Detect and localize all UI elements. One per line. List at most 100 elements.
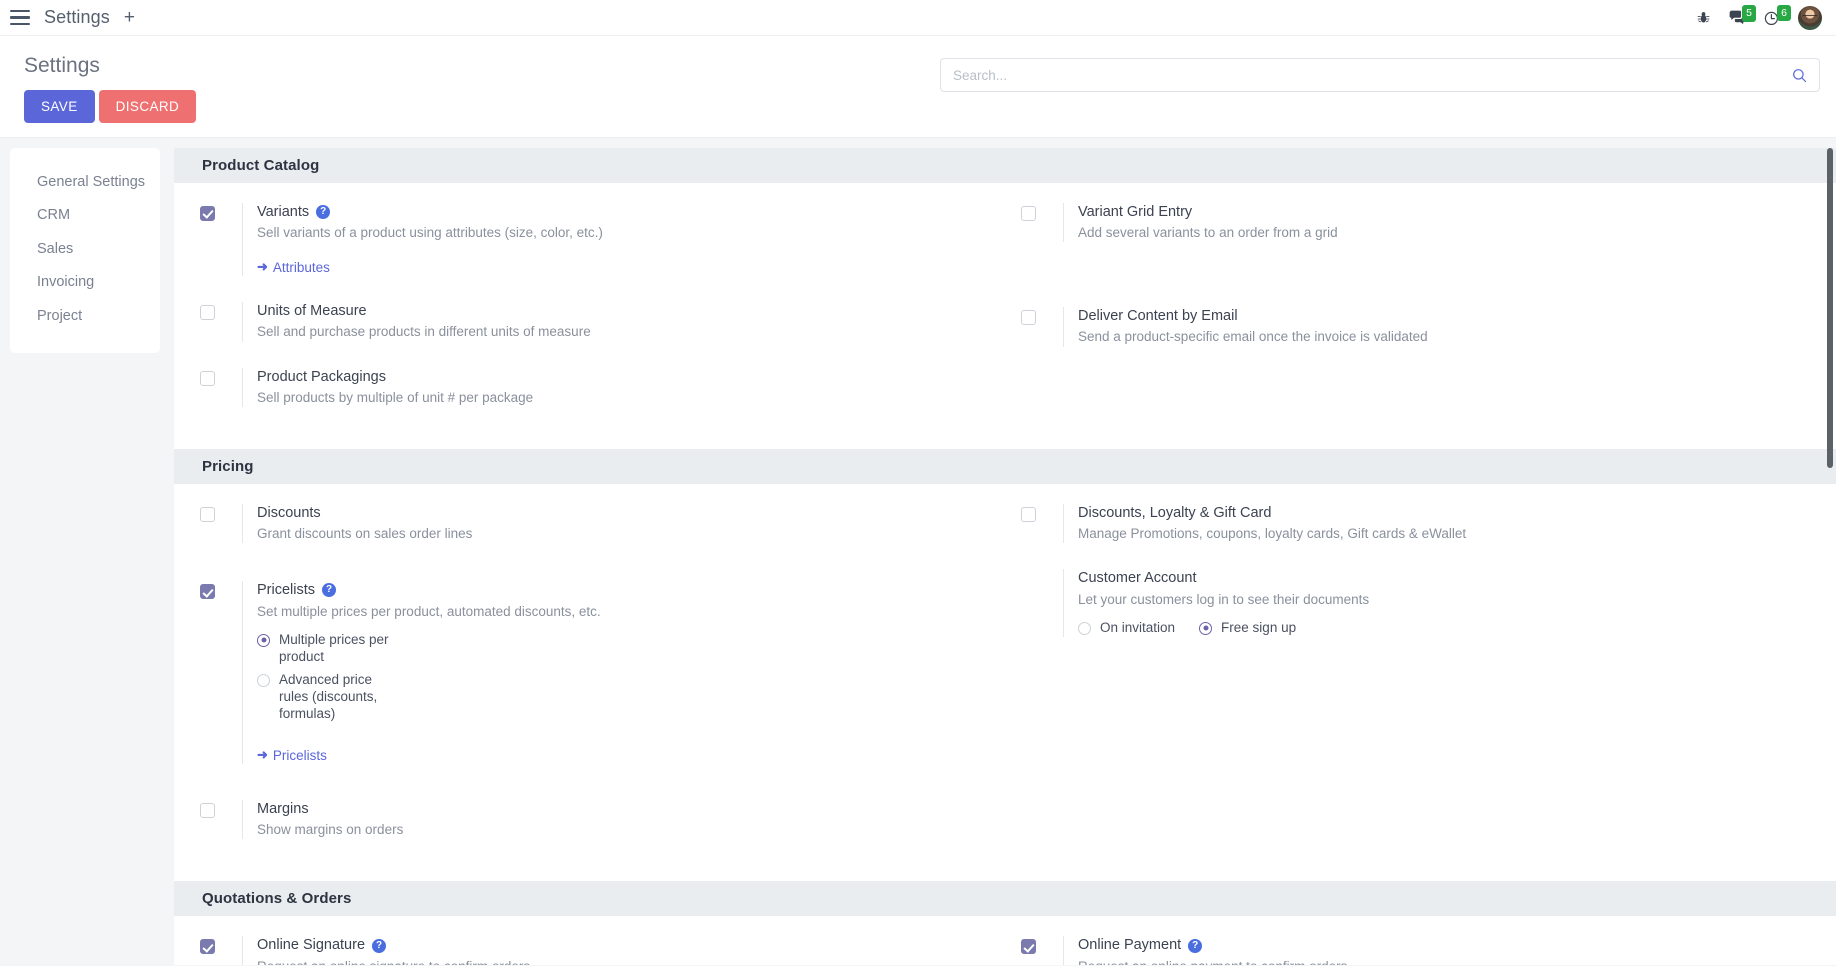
user-avatar[interactable] [1798,5,1822,30]
discard-button[interactable]: DISCARD [98,90,197,123]
deliver-content-by-email-checkbox-cell [1021,307,1063,330]
variant-grid-entry-checkbox-cell [1021,203,1063,226]
units-of-measure-checkbox-cell [200,302,242,325]
search-container [940,58,1820,92]
sidebar-item-project[interactable]: Project [37,307,83,324]
activities-clock-icon[interactable]: 6 [1764,4,1791,26]
margins-label: Margins [257,801,309,818]
pricing-left-column: Discounts Grant discounts on sales order… [174,504,1005,865]
top-navbar: Settings + 5 [0,0,1836,36]
radio-advanced-price-rules-label: Advanced price rules (discounts, formula… [279,672,378,722]
deliver-content-by-email-checkbox[interactable] [1021,310,1036,326]
variant-grid-entry-checkbox[interactable] [1021,206,1036,221]
sidebar-item-invoicing[interactable]: Invoicing [37,274,95,291]
settings-content: Product Catalog Variants ? [174,148,1836,965]
help-icon[interactable]: ? [316,205,331,220]
control-panel-buttons: SAVE DISCARD [24,90,197,123]
settings-scroll-area: Product Catalog Variants ? [174,148,1836,965]
margins-checkbox[interactable] [200,803,215,819]
variants-checkbox[interactable] [200,206,215,221]
section-header-product-catalog: Product Catalog [174,148,1836,183]
section-body-quotations-orders: Online Signature ? Request an online sig… [174,916,1836,965]
radio-advanced-price-rules[interactable]: Advanced price rules (discounts, formula… [257,672,1005,723]
section-body-product-catalog: Variants ? Sell variants of a product us… [174,183,1836,449]
app-title[interactable]: Settings [44,7,110,27]
new-record-plus-icon[interactable]: + [123,7,135,28]
setting-units-of-measure: Units of Measure Sell and purchase produ… [200,302,1005,342]
variant-grid-entry-label: Variant Grid Entry [1078,204,1193,220]
search-icon[interactable] [1792,68,1807,83]
search-input[interactable] [953,67,1792,83]
messages-icon[interactable]: 5 [1729,5,1756,25]
internal-link-attributes-label: Attributes [272,259,330,275]
setting-deliver-content-by-email: Deliver Content by Email Send a product-… [1021,307,1836,347]
sidebar-item-sales[interactable]: Sales [37,240,74,257]
vertical-scrollbar[interactable] [1826,148,1834,966]
variants-description: Sell variants of a product using attribu… [257,225,603,241]
setting-product-packagings: Product Packagings Sell products by mult… [200,367,1005,408]
variants-label: Variants [257,204,310,220]
product-catalog-right-column: Variant Grid Entry Add several variants … [1005,203,1836,433]
deliver-content-by-email-description: Send a product-specific email once the i… [1078,329,1428,345]
discounts-loyalty-gift-card-label: Discounts, Loyalty & Gift Card [1078,505,1272,522]
discounts-description: Grant discounts on sales order lines [257,526,473,542]
control-panel: Settings SAVE DISCARD [0,36,1836,138]
online-signature-label: Online Signature [257,937,366,954]
sidebar-item-crm[interactable]: CRM [37,207,71,224]
pricelists-checkbox[interactable] [200,584,215,600]
radio-multiple-prices-per-product-button[interactable] [257,633,270,647]
deliver-content-by-email-label: Deliver Content by Email [1078,308,1238,325]
setting-online-signature: Online Signature ? Request an online sig… [200,936,1005,965]
pricelists-checkbox-cell [200,581,242,604]
settings-page: General Settings CRM Sales Invoicing Pro… [0,138,1836,965]
hamburger-menu-icon[interactable] [10,9,30,26]
internal-link-pricelists[interactable]: ➜ Pricelists [257,747,327,763]
product-packagings-checkbox-cell [200,368,242,391]
radio-free-sign-up-label: Free sign up [1221,619,1297,635]
quotations-left-column: Online Signature ? Request an online sig… [174,936,1005,965]
setting-margins: Margins Show margins on orders [200,800,1005,840]
radio-free-sign-up-button[interactable] [1199,621,1213,635]
discounts-checkbox[interactable] [200,507,215,523]
internal-link-attributes[interactable]: ➜ Attributes [257,259,330,275]
units-of-measure-checkbox[interactable] [200,305,215,321]
product-packagings-description: Sell products by multiple of unit # per … [257,389,534,405]
help-icon[interactable]: ? [372,938,387,953]
help-icon[interactable]: ? [322,583,337,598]
radio-on-invitation-button[interactable] [1078,621,1091,635]
setting-variants: Variants ? Sell variants of a product us… [200,203,1005,277]
searchbox[interactable] [940,58,1820,92]
control-panel-left: Settings SAVE DISCARD [16,46,197,123]
radio-on-invitation[interactable]: On invitation [1078,620,1175,637]
margins-checkbox-cell [200,800,242,823]
radio-free-sign-up[interactable]: Free sign up [1199,620,1296,637]
online-signature-checkbox[interactable] [200,939,215,955]
customer-account-description: Let your customers log in to see their d… [1078,591,1370,607]
units-of-measure-label: Units of Measure [257,303,367,320]
vertical-scrollbar-thumb[interactable] [1827,148,1833,468]
setting-variant-grid-entry: Variant Grid Entry Add several variants … [1021,203,1836,243]
activities-badge: 6 [1777,4,1791,21]
pricelists-description: Set multiple prices per product, automat… [257,603,601,619]
radio-multiple-prices-per-product[interactable]: Multiple prices per product [257,632,1005,666]
online-payment-description: Request an online payment to confirm ord… [1078,958,1598,965]
setting-customer-account: Customer Account Let your customers log … [1021,569,1836,637]
sidebar-item-general-settings[interactable]: General Settings [37,174,146,190]
discounts-loyalty-gift-card-checkbox[interactable] [1021,507,1036,523]
online-payment-checkbox[interactable] [1021,939,1036,955]
section-body-pricing: Discounts Grant discounts on sales order… [174,484,1836,881]
units-of-measure-description: Sell and purchase products in different … [257,324,591,340]
save-button[interactable]: SAVE [24,90,95,123]
bug-icon[interactable] [1696,10,1711,25]
customer-account-radio-group: On invitation Free sign up [1078,620,1836,637]
customer-account-label: Customer Account [1078,570,1197,587]
help-icon[interactable]: ? [1188,938,1203,953]
radio-advanced-price-rules-button[interactable] [257,674,270,688]
radio-multiple-prices-per-product-label: Multiple prices per product [279,631,389,664]
arrow-right-icon: ➜ [257,259,268,275]
discounts-loyalty-gift-card-description: Manage Promotions, coupons, loyalty card… [1078,526,1467,542]
page-title: Settings [24,54,100,77]
discounts-label: Discounts [257,505,321,522]
pricelists-radio-group: Multiple prices per product Advanced pri… [257,632,1005,723]
product-packagings-checkbox[interactable] [200,370,215,386]
